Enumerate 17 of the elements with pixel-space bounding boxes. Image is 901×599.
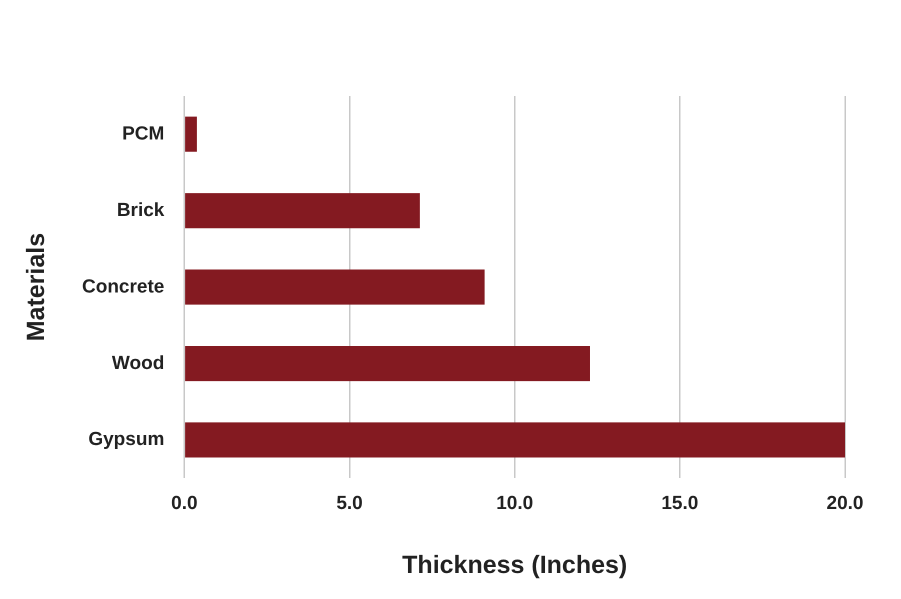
- bar: [185, 422, 845, 458]
- x-tick-label: 5.0: [336, 492, 363, 514]
- bar: [185, 270, 485, 305]
- y-axis-title: Materials: [22, 232, 50, 342]
- y-tick-label: PCM: [122, 123, 164, 144]
- bar: [185, 116, 197, 152]
- x-tick-label: 20.0: [826, 492, 864, 514]
- y-tick-label: Concrete: [82, 276, 164, 298]
- y-tick-label: Wood: [112, 352, 164, 374]
- y-tick-label: Gypsum: [88, 429, 164, 450]
- y-tick-label: Brick: [116, 200, 165, 221]
- x-tick-label: 10.0: [496, 492, 534, 514]
- bar: [185, 193, 420, 228]
- x-tick-label: 0.0: [171, 492, 198, 514]
- x-axis-title: Thickness (Inches): [402, 550, 628, 579]
- bar: [185, 346, 590, 382]
- x-tick-label: 15.0: [661, 492, 698, 514]
